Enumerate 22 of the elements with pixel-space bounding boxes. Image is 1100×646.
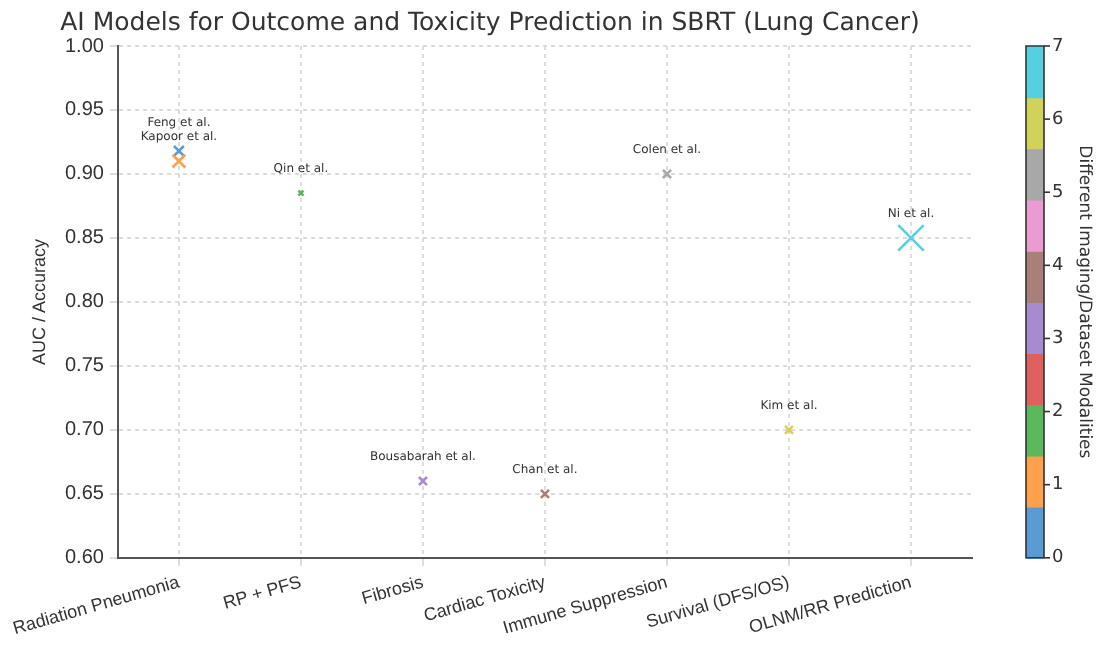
y-tick-label: 0.95 [64, 99, 105, 122]
color-bar-label: 2 [1052, 402, 1064, 423]
y-tick-label: 0.75 [64, 355, 105, 378]
y-tick-label: 1.00 [64, 35, 105, 58]
color-bar-label: 6 [1052, 109, 1064, 130]
color-bar-label: 4 [1052, 256, 1064, 277]
x-tick-label: RP + PFS [220, 571, 304, 613]
color-bar-label: 7 [1052, 36, 1064, 57]
color-bar-title: Different Imaging/Dataset Modalities [1073, 145, 1094, 460]
y-tick-label: 0.90 [64, 163, 105, 186]
y-tick-label: 0.70 [64, 419, 105, 442]
y-tick-label: 0.80 [64, 291, 105, 314]
y-axis-title: AUC / Accuracy [29, 237, 50, 365]
chart-title: AI Models for Outcome and Toxicity Prediction in SBRT (Lung Cancer) [60, 5, 920, 36]
color-bar-label: 5 [1052, 182, 1064, 203]
color-bar-label: 0 [1052, 548, 1064, 569]
x-tick-label: Fibrosis [359, 571, 427, 609]
y-tick-label: 0.60 [64, 547, 105, 570]
y-tick-label: 0.65 [64, 483, 105, 506]
color-bar-label: 1 [1052, 475, 1064, 496]
color-bar-label: 3 [1052, 329, 1064, 350]
y-tick-label: 0.85 [64, 227, 105, 250]
